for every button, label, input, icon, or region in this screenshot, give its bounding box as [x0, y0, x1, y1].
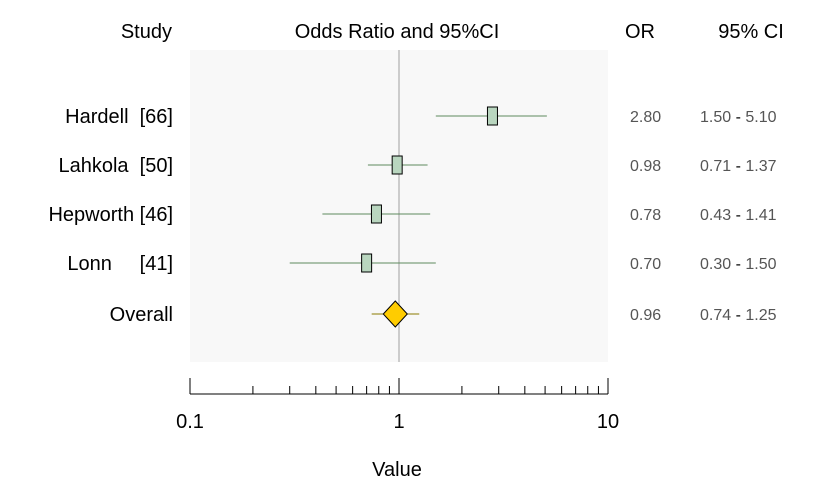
x-tick-label: 10: [597, 411, 619, 433]
study-labels: Hardell [66] Lahkola [50] Hepworth [46] Lon…: [48, 106, 173, 326]
or-text-row-2: 0.98: [630, 158, 661, 175]
ci-text-row-2: 0.71 - 1.37: [700, 158, 777, 175]
or-text-row-4: 0.70: [630, 256, 661, 273]
or-text-row-1: 2.80: [630, 109, 661, 126]
or-box-row-2: [391, 155, 403, 175]
or-box-row-1: [486, 106, 498, 126]
overall-diamond: [382, 300, 408, 328]
header-plot-title: Odds Ratio and 95%CI: [295, 21, 500, 43]
ci-text-row-3: 0.43 - 1.41: [700, 207, 777, 224]
x-tick-label: 1: [393, 411, 404, 433]
study-label-row-2: Lahkola [50]: [58, 155, 173, 177]
header-study: Study: [121, 21, 172, 43]
ci-text-overall: 0.74 - 1.25: [700, 307, 777, 324]
study-label-overall: Overall: [110, 304, 173, 326]
or-box-row-4: [361, 253, 373, 273]
or-text-overall: 0.96: [630, 307, 661, 324]
x-axis-title: Value: [372, 459, 422, 481]
header-ci: 95% CI: [718, 21, 784, 43]
study-label-row-3: Hepworth [46]: [48, 204, 173, 226]
ci-text-row-1: 1.50 - 5.10: [700, 109, 777, 126]
or-box-row-3: [370, 204, 382, 224]
ci-text-row-4: 0.30 - 1.50: [700, 256, 777, 273]
point-markers: [361, 106, 498, 328]
x-tick-label: 0.1: [176, 411, 204, 433]
or-values: 2.80 0.98 0.78 0.70 0.96: [630, 109, 661, 324]
study-label-row-4: Lonn [41]: [67, 253, 173, 275]
ci-values: 1.50 - 5.10 0.71 - 1.37 0.43 - 1.41 0.30 - …: [700, 109, 777, 324]
study-label-row-1: Hardell [66]: [65, 106, 173, 128]
x-axis: 0.1 1 10: [176, 378, 619, 433]
or-text-row-3: 0.78: [630, 207, 661, 224]
header-or: OR: [625, 21, 655, 43]
